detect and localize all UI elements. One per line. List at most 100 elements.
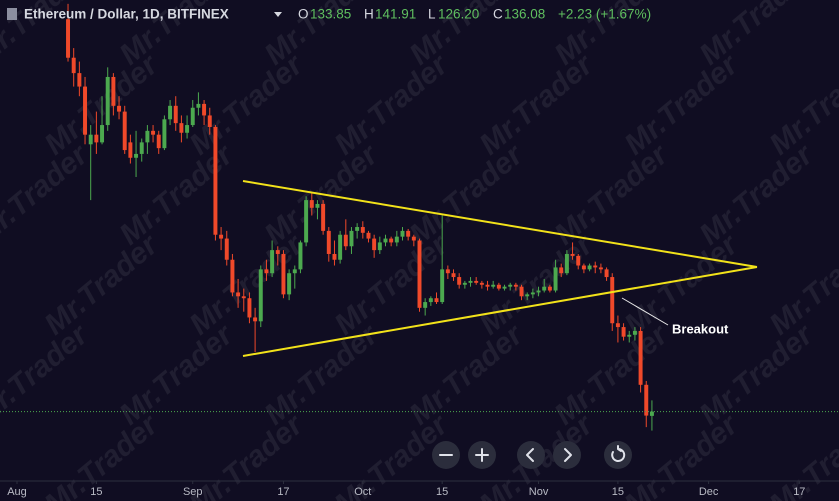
candle-body: [236, 292, 241, 297]
candle-body: [632, 330, 637, 335]
candle-body: [542, 286, 547, 291]
candle-body: [417, 240, 422, 308]
candle-body: [224, 238, 229, 260]
candle-body: [400, 230, 405, 237]
scroll-left-button[interactable]: [517, 441, 545, 469]
header-label: C: [493, 7, 503, 22]
candle-body: [162, 119, 167, 149]
candle-body: [321, 203, 326, 231]
candle-body: [553, 267, 558, 291]
header-value: 126.20: [438, 7, 479, 22]
header-label: O: [298, 7, 309, 22]
candle-body: [508, 284, 513, 287]
candle-body: [502, 286, 507, 289]
candle-body: [355, 227, 360, 231]
x-tick-label: 15: [90, 486, 102, 498]
candle-body: [230, 259, 235, 293]
candle-body: [332, 253, 337, 260]
candle-body: [570, 253, 575, 256]
candle-body: [559, 267, 564, 274]
candle-body: [156, 134, 161, 149]
candle-body: [587, 265, 592, 270]
candle-body: [111, 76, 116, 106]
candle-body: [457, 277, 462, 285]
candle-body: [644, 384, 649, 416]
candle-body: [134, 153, 139, 158]
candle-body: [491, 284, 496, 287]
header-label: L: [428, 7, 436, 22]
candle-body: [383, 238, 388, 243]
x-axis-labels: Aug 15 Sep 17 Oct 15 Nov 15 Dec 17: [7, 481, 805, 498]
candle-body: [576, 255, 581, 266]
candle-body: [440, 269, 445, 303]
candle-body: [462, 282, 467, 285]
candle-body: [94, 134, 99, 143]
candle-body: [304, 200, 309, 243]
candle-body: [366, 232, 371, 239]
triangle-lower: [242, 266, 758, 357]
candle-body: [445, 269, 450, 274]
candle-body: [406, 230, 411, 237]
symbol-icon: [7, 8, 17, 20]
candle-body: [247, 298, 252, 318]
candle-body: [241, 296, 246, 299]
x-tick-label: 17: [793, 486, 805, 498]
candle-body: [474, 280, 479, 283]
candle-body: [547, 286, 552, 291]
candle-body: [326, 230, 331, 254]
candle-body: [88, 134, 93, 145]
header-value: 136.08: [504, 7, 545, 22]
candle-body: [100, 125, 105, 143]
candle-body: [117, 105, 122, 112]
candle-body: [343, 234, 348, 247]
candle-body: [179, 123, 184, 133]
scroll-right-button[interactable]: [553, 441, 581, 469]
zoom-out-button[interactable]: [432, 441, 460, 469]
candle-body: [292, 269, 297, 274]
x-tick-label: Sep: [183, 486, 203, 498]
candle-body: [581, 265, 586, 270]
x-tick-label: 17: [277, 486, 289, 498]
candle-body: [151, 130, 156, 135]
candle-body: [287, 273, 292, 295]
candle-body: [315, 203, 320, 208]
candle-body: [485, 284, 490, 287]
title-caret[interactable]: [274, 12, 282, 17]
candle-body: [309, 200, 314, 208]
candle-body: [185, 125, 190, 133]
candle-body: [615, 323, 620, 328]
candle-body: [513, 284, 518, 287]
candle-body: [621, 327, 626, 337]
candle-body: [145, 130, 150, 143]
change: +2.23 (+1.67%): [558, 7, 651, 22]
x-tick-label: 15: [612, 486, 624, 498]
candle-body: [281, 253, 286, 295]
candle-body: [298, 242, 303, 270]
candle-body: [649, 411, 654, 416]
zoom-in-button[interactable]: [468, 441, 496, 469]
candle-body: [627, 334, 632, 337]
candle-body: [71, 57, 76, 74]
header-value: 133.85: [310, 7, 351, 22]
candle-body: [519, 286, 524, 297]
header-values: O 133.85 H 141.91 L 126.20 C 136.08: [298, 7, 545, 22]
annotation-pointer: [621, 297, 669, 326]
candle-body: [593, 265, 598, 268]
candle-body: [128, 142, 133, 158]
x-tick-label: Nov: [529, 486, 549, 498]
candle-body: [525, 294, 530, 297]
candle-body: [349, 230, 354, 247]
candle-body: [264, 269, 269, 274]
candle-body: [598, 267, 603, 270]
candle-body: [253, 317, 258, 322]
reset-button[interactable]: [604, 441, 632, 469]
candle-body: [275, 250, 280, 254]
candle-body: [168, 105, 173, 120]
candle-body: [604, 269, 609, 278]
candle-body: [411, 236, 416, 241]
candle-body: [196, 103, 201, 108]
candle-body: [610, 277, 615, 324]
candle-body: [77, 73, 82, 87]
candle-body: [219, 234, 224, 239]
candle-body: [479, 282, 484, 285]
